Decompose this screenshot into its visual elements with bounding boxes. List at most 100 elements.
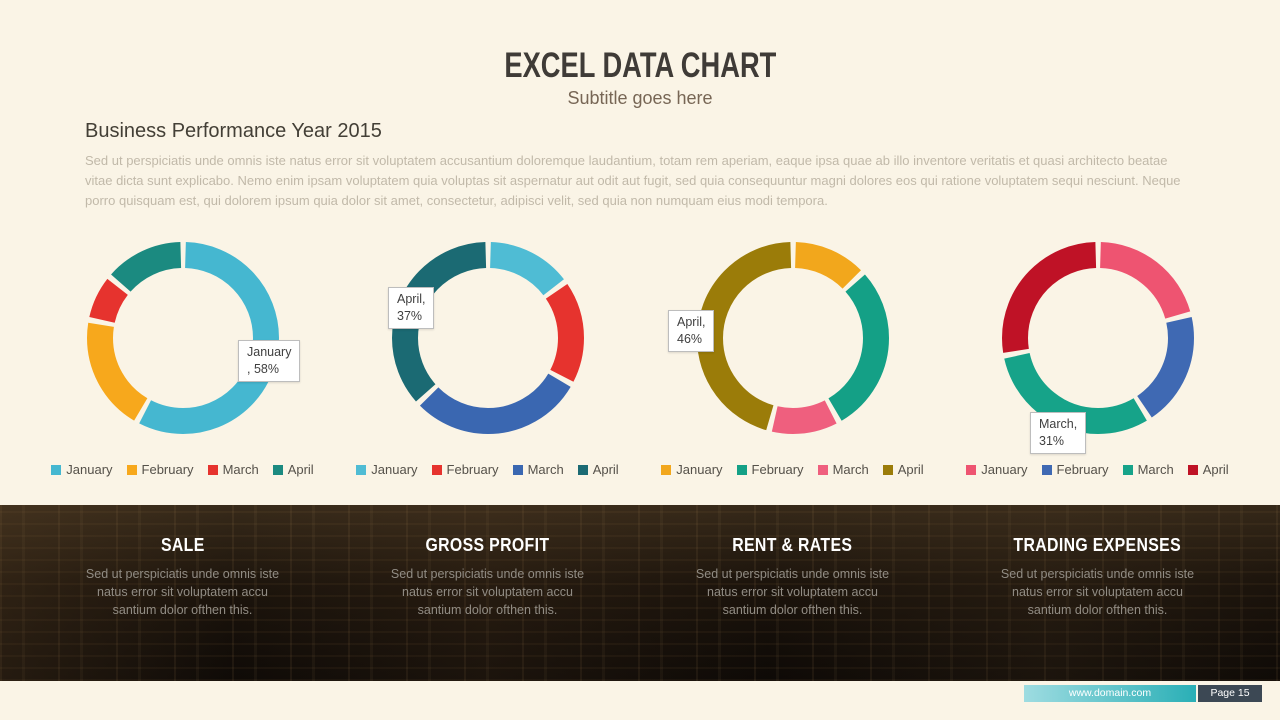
legend-label: April: [897, 462, 924, 477]
footer-website: www.domain.com: [1024, 685, 1196, 702]
chart-legend: January February March April: [945, 462, 1250, 478]
legend-swatch: [817, 464, 828, 475]
donut-chart-1: [83, 238, 283, 438]
legend-item-january: January: [661, 462, 723, 477]
feature-text: Sed ut perspiciatis unde omnis iste natu…: [390, 567, 585, 618]
legend-item-april: April: [272, 462, 314, 477]
footer-page-number: Page 15: [1198, 685, 1262, 702]
donut-segment-march: [391, 242, 584, 434]
legend-swatch: [272, 464, 283, 475]
chart-block-1: January , 58% January February March April: [30, 238, 335, 488]
feature-text: Sed ut perspiciatis unde omnis iste natu…: [1000, 567, 1195, 618]
donut-segment-march: [696, 242, 889, 434]
donut-chart-4: [998, 238, 1198, 438]
legend-label: January: [676, 462, 723, 477]
legend-item-march: March: [817, 462, 869, 477]
slide-title: EXCEL DATA CHART: [503, 46, 776, 85]
donut-chart-3: [693, 238, 893, 438]
intro-section: Business Performance Year 2015 Sed ut pe…: [85, 120, 1185, 211]
legend-item-april: April: [577, 462, 619, 477]
legend-label: January: [981, 462, 1028, 477]
legend-label: April: [1202, 462, 1229, 477]
legend-swatch: [1187, 464, 1198, 475]
legend-item-january: January: [966, 462, 1028, 477]
feature-rent-rates: RENT & RATES Sed ut perspiciatis unde om…: [640, 535, 945, 619]
legend-item-february: February: [736, 462, 804, 477]
donut-segment-april: [1001, 242, 1194, 434]
data-label-callout: April, 37%: [388, 287, 435, 329]
donut-segment-january: [86, 242, 279, 434]
legend-label: March: [832, 462, 869, 477]
legend-item-april: April: [1187, 462, 1229, 477]
callout-line: 46%: [677, 331, 703, 346]
legend-swatch: [51, 464, 62, 475]
legend-label: March: [527, 462, 564, 477]
legend-label: April: [592, 462, 619, 477]
legend-label: April: [287, 462, 314, 477]
donut-segment-april: [391, 242, 584, 434]
legend-swatch: [736, 464, 747, 475]
section-heading: Business Performance Year 2015: [85, 120, 382, 142]
chart-legend: January February March April: [640, 462, 945, 478]
callout-line: , 58%: [247, 361, 279, 376]
legend-label: February: [141, 462, 194, 477]
donut-segment-february: [696, 242, 889, 434]
legend-item-march: March: [1122, 462, 1174, 477]
donut-chart-2: [388, 238, 588, 438]
feature-trading-expenses: TRADING EXPENSES Sed ut perspiciatis und…: [945, 535, 1250, 619]
donut-svg: [391, 242, 584, 434]
data-label-callout: January , 58%: [238, 340, 301, 382]
legend-label: February: [1056, 462, 1109, 477]
legend-swatch: [882, 464, 893, 475]
data-label-callout: April, 46%: [668, 310, 715, 352]
legend-item-march: March: [207, 462, 259, 477]
legend-item-february: February: [431, 462, 499, 477]
legend-label: February: [751, 462, 804, 477]
callout-line: March,: [1039, 417, 1078, 431]
legend-item-february: February: [126, 462, 194, 477]
features-row: SALE Sed ut perspiciatis unde omnis iste…: [0, 505, 1280, 619]
legend-item-february: February: [1041, 462, 1109, 477]
legend-swatch: [1122, 464, 1133, 475]
feature-sale: SALE Sed ut perspiciatis unde omnis iste…: [30, 535, 335, 619]
feature-title: GROSS PROFIT: [425, 535, 550, 555]
slide-header: EXCEL DATA CHART Subtitle goes here: [0, 46, 1280, 109]
legend-swatch: [661, 464, 672, 475]
legend-swatch: [966, 464, 977, 475]
donut-segment-february: [391, 242, 584, 434]
callout-line: 31%: [1039, 433, 1065, 448]
legend-swatch: [512, 464, 523, 475]
legend-label: February: [446, 462, 499, 477]
donut-svg: [1001, 242, 1194, 434]
body-text: Sed ut perspiciatis unde omnis iste natu…: [85, 153, 1181, 209]
chart-legend: January February March April: [335, 462, 640, 478]
callout-line: April,: [677, 315, 706, 329]
feature-text: Sed ut perspiciatis unde omnis iste natu…: [85, 567, 280, 618]
legend-item-january: January: [356, 462, 418, 477]
callout-line: April,: [397, 292, 426, 306]
feature-text: Sed ut perspiciatis unde omnis iste natu…: [695, 567, 890, 618]
feature-gross-profit: GROSS PROFIT Sed ut perspiciatis unde om…: [335, 535, 640, 619]
feature-title: SALE: [160, 535, 205, 555]
legend-swatch: [207, 464, 218, 475]
chart-legend: January February March April: [30, 462, 335, 478]
donut-segment-february: [1001, 242, 1194, 434]
legend-item-january: January: [51, 462, 113, 477]
legend-swatch: [126, 464, 137, 475]
legend-item-april: April: [882, 462, 924, 477]
data-label-callout: March, 31%: [1030, 412, 1087, 454]
chart-block-4: March, 31% January February March April: [945, 238, 1250, 488]
legend-label: March: [222, 462, 259, 477]
legend-item-march: March: [512, 462, 564, 477]
feature-title: TRADING EXPENSES: [1013, 535, 1182, 555]
legend-label: March: [1137, 462, 1174, 477]
legend-label: January: [66, 462, 113, 477]
callout-line: January: [247, 345, 292, 359]
legend-label: January: [371, 462, 418, 477]
donut-segment-february: [86, 242, 279, 434]
legend-swatch: [1041, 464, 1052, 475]
chart-block-3: April, 46% January February March April: [640, 238, 945, 488]
feature-title: RENT & RATES: [732, 535, 853, 555]
photo-strip: SALE Sed ut perspiciatis unde omnis iste…: [0, 505, 1280, 681]
